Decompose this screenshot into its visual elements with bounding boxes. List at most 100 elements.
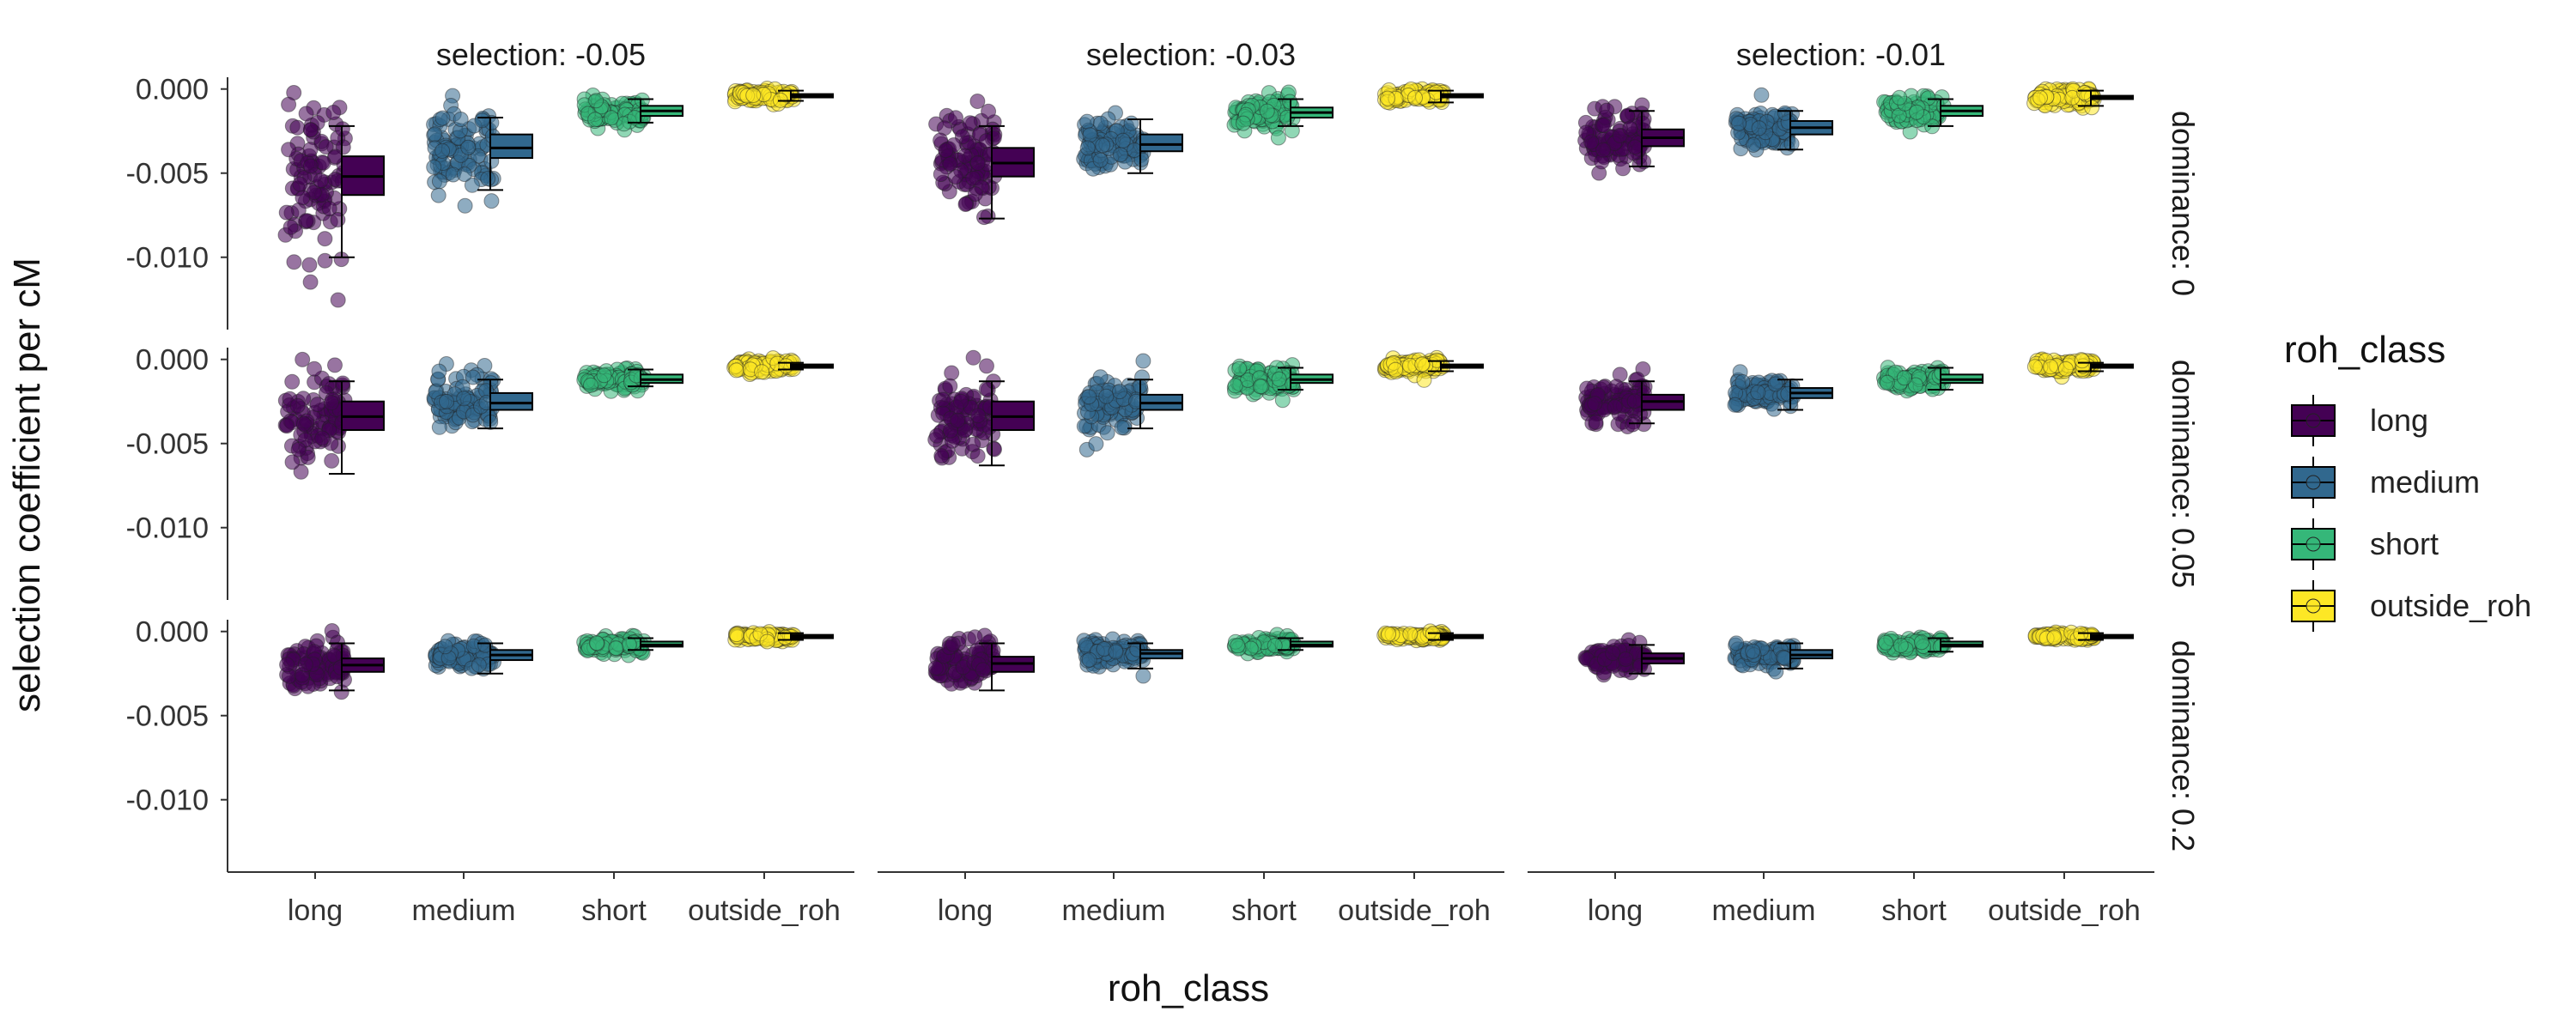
boxplot-short	[1928, 98, 1984, 127]
x-tick-label: outside_roh	[688, 894, 841, 927]
data-point	[987, 441, 1002, 457]
facet-col-label: selection: -0.03	[1086, 37, 1296, 72]
data-point	[945, 636, 961, 652]
data-point	[302, 122, 319, 138]
data-point	[1111, 384, 1127, 400]
panel-2-2	[1577, 624, 2134, 683]
x-axis-title: roh_class	[1108, 967, 1269, 1009]
points-long	[927, 627, 1002, 692]
panels-layer	[277, 81, 2134, 700]
data-point	[969, 94, 986, 109]
data-point	[1595, 117, 1612, 133]
data-point	[1381, 626, 1397, 642]
data-point	[289, 397, 306, 414]
data-point	[942, 378, 958, 394]
data-point	[967, 629, 983, 645]
data-point	[2076, 85, 2093, 101]
data-point	[2057, 360, 2074, 377]
data-point	[1615, 161, 1631, 177]
data-point	[431, 419, 447, 435]
data-point	[957, 197, 974, 212]
data-point	[728, 627, 744, 643]
data-point	[315, 154, 331, 171]
data-point	[1731, 115, 1747, 131]
data-point	[281, 96, 297, 112]
data-point	[313, 173, 329, 189]
y-axis-title: selection coefficient per cM	[6, 258, 48, 712]
data-point	[431, 173, 447, 190]
data-point	[1896, 370, 1912, 386]
data-point	[298, 106, 314, 122]
legend-item-medium: medium	[2291, 457, 2480, 508]
data-point	[471, 657, 487, 673]
boxplot-short	[1278, 98, 1334, 127]
data-point	[1231, 360, 1248, 377]
data-point	[1388, 361, 1404, 378]
points-long	[279, 623, 352, 700]
data-point	[1114, 420, 1130, 436]
points-outside_roh	[726, 81, 802, 112]
data-point	[933, 167, 949, 182]
data-point	[327, 172, 343, 187]
data-point	[1092, 115, 1109, 131]
data-point	[2046, 629, 2063, 645]
data-point	[2084, 100, 2100, 116]
x-tick-label: medium	[1062, 894, 1166, 927]
data-point	[327, 357, 343, 373]
data-point	[1625, 416, 1641, 433]
boxplot-medium	[1777, 110, 1833, 151]
data-point	[948, 110, 963, 126]
axes-layer: 0.000 -0.005 -0.010 0.000 -0.005 -0.010 0.000 -…	[126, 74, 2154, 927]
facet-strips: selection: -0.05 selection: -0.03 selectio…	[436, 37, 2201, 851]
boxplot-long	[329, 124, 385, 258]
data-point	[1082, 127, 1098, 143]
data-point	[1402, 626, 1419, 642]
x-tick-label: medium	[412, 894, 516, 927]
box	[489, 391, 533, 411]
legend-label: long	[2370, 403, 2428, 438]
data-point	[284, 373, 301, 390]
legend-key-point	[2306, 536, 2321, 552]
data-point	[1727, 397, 1743, 413]
data-point	[434, 142, 451, 159]
data-point	[1728, 635, 1745, 651]
data-point	[728, 362, 744, 379]
data-point	[1380, 90, 1395, 106]
data-point	[1428, 84, 1444, 100]
data-point	[1745, 643, 1761, 659]
data-point	[302, 142, 319, 158]
data-point	[278, 204, 295, 221]
data-point	[1123, 115, 1139, 131]
data-point	[967, 186, 983, 202]
data-point	[965, 436, 981, 452]
box	[1139, 133, 1183, 153]
boxplot-outside_roh	[1428, 89, 1484, 104]
data-point	[297, 657, 313, 673]
legend-label: outside_roh	[2370, 588, 2531, 623]
data-point	[480, 171, 496, 187]
x-tick-label: short	[1231, 894, 1297, 927]
data-point	[295, 190, 311, 206]
panel-0-2	[279, 623, 834, 700]
data-point	[427, 126, 443, 142]
legend-key-point	[2306, 475, 2321, 490]
data-point	[979, 358, 994, 374]
data-point	[1892, 89, 1908, 106]
points-medium	[426, 356, 501, 435]
y-tick-label: -0.010	[126, 785, 209, 817]
data-point	[453, 112, 469, 127]
y-tick-label: -0.005	[126, 700, 209, 733]
data-point	[1108, 644, 1124, 660]
boxplot-outside_roh	[2078, 89, 2134, 107]
data-point	[588, 93, 605, 109]
data-point	[935, 391, 951, 408]
data-point	[603, 110, 619, 126]
data-point	[483, 193, 500, 209]
data-point	[970, 408, 987, 424]
data-point	[1274, 392, 1291, 409]
box	[489, 133, 533, 160]
data-point	[950, 412, 966, 428]
data-point	[437, 639, 453, 655]
data-point	[279, 657, 295, 673]
data-point	[298, 213, 314, 229]
